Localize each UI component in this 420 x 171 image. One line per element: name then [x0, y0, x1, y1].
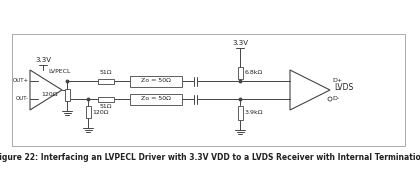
Text: 51Ω: 51Ω [100, 70, 112, 76]
Bar [65, 89, 69, 101]
Bar [237, 67, 242, 79]
Bar [86, 106, 90, 118]
Bar [98, 96, 114, 102]
Text: Zo = 50Ω: Zo = 50Ω [141, 78, 171, 83]
Text: 3.3V: 3.3V [232, 40, 248, 46]
Text: 120Ω: 120Ω [92, 109, 108, 115]
Text: D+: D+ [332, 78, 342, 83]
Text: Zo = 50Ω: Zo = 50Ω [141, 96, 171, 102]
Bar [98, 78, 114, 83]
Bar [130, 76, 182, 87]
Text: LVPECL: LVPECL [48, 69, 71, 74]
Bar [130, 94, 182, 104]
Text: 3.9kΩ: 3.9kΩ [245, 110, 263, 115]
Text: OUT-: OUT- [16, 96, 29, 102]
Text: 120Ω: 120Ω [42, 93, 58, 97]
Text: Figure 22: Interfacing an LVPECL Driver with 3.3V VDD to a LVDS Receiver with In: Figure 22: Interfacing an LVPECL Driver … [0, 154, 420, 162]
Text: OUT+: OUT+ [13, 78, 29, 83]
Text: 3.3V: 3.3V [35, 57, 51, 63]
Text: 51Ω: 51Ω [100, 104, 112, 109]
Bar [12, 34, 405, 146]
Text: 6.8kΩ: 6.8kΩ [245, 70, 263, 76]
Text: LVDS: LVDS [334, 83, 353, 93]
Bar [237, 106, 242, 120]
Text: D-: D- [332, 96, 339, 102]
